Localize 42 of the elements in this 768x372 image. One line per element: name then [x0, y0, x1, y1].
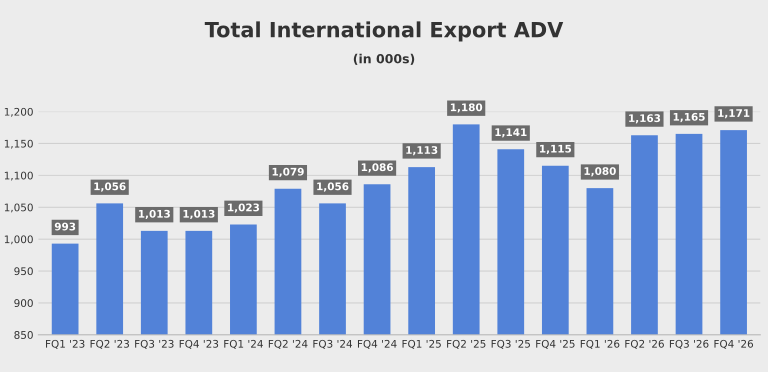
chart-subtitle: (in 000s): [354, 54, 414, 65]
x-tick-label: FQ4 '24: [358, 340, 397, 349]
x-tick-label: FQ3 '26: [670, 340, 708, 349]
data-label: 1,080: [584, 167, 616, 176]
data-label: 1,113: [406, 146, 438, 156]
x-tick-label: FQ3 '25: [492, 340, 530, 349]
data-label: 1,086: [362, 163, 393, 172]
data-label: 1,141: [495, 128, 527, 138]
x-tick-label: FQ1 '23: [46, 340, 84, 349]
data-label: 1,056: [317, 182, 348, 192]
y-tick-label: 1,100: [4, 172, 33, 181]
x-tick-label: FQ2 '25: [447, 340, 486, 349]
x-tick-label: FQ4 '25: [536, 340, 575, 349]
y-tick-label: 950: [14, 267, 33, 276]
x-tick-label: FQ2 '24: [268, 340, 308, 349]
data-label: 1,079: [272, 168, 304, 177]
data-label: 1,056: [94, 182, 126, 192]
x-tick-label: FQ1 '25: [402, 340, 441, 349]
data-label: 1,163: [629, 114, 660, 124]
data-label: 1,013: [184, 210, 214, 220]
y-tick-label: 900: [14, 299, 33, 308]
x-tick-label: FQ2 '26: [625, 340, 664, 349]
data-label: 1,180: [450, 103, 482, 113]
x-tick-label: FQ2 '23: [90, 340, 129, 349]
data-label: 1,013: [138, 210, 170, 220]
y-tick-label: 1,200: [4, 108, 33, 117]
chart-title: Total International Export ADV: [204, 21, 564, 42]
x-tick-label: FQ4 '26: [714, 340, 754, 349]
data-label: 1,165: [674, 112, 705, 122]
data-label: 1,171: [718, 109, 750, 118]
data-label: 1,023: [228, 203, 260, 213]
x-tick-label: FQ1 '24: [224, 340, 263, 349]
y-tick-label: 1,050: [4, 203, 33, 212]
data-label: 1,115: [540, 144, 572, 154]
y-tick-label: 1,000: [4, 235, 33, 244]
x-tick-label: FQ3 '23: [135, 340, 174, 349]
y-tick-label: 850: [14, 331, 33, 339]
y-tick-label: 1,150: [4, 140, 33, 149]
data-label: 993: [54, 222, 76, 230]
x-tick-label: FQ1 '26: [580, 340, 620, 349]
x-tick-label: FQ3 '24: [313, 340, 352, 349]
x-tick-label: FQ4 '23: [180, 340, 218, 349]
